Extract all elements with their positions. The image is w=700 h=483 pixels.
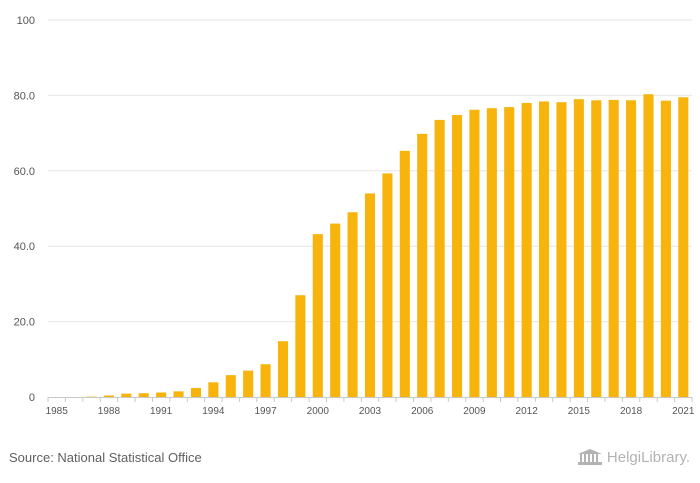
bar-1995[interactable] [225,375,236,397]
y-tick-label: 60.0 [14,166,35,178]
bar-2003[interactable] [364,193,376,397]
x-tick-label: 2015 [568,406,591,417]
bar-2020[interactable] [660,100,671,397]
bar-2005[interactable] [399,150,410,397]
bar-2011[interactable] [504,107,515,397]
bar-2012[interactable] [521,102,532,397]
brand-name: HelgiLibrary. [606,448,690,466]
bar-1993[interactable] [190,387,201,397]
bar-1996[interactable] [243,370,254,397]
bar-2021[interactable] [678,97,689,397]
bar-2007[interactable] [434,119,445,397]
bar-2001[interactable] [330,223,341,397]
bar-chart: 0 20.0 40.0 60.0 80.0 100 1985 1988 1991 1994 199… [14,15,695,417]
bar-2000[interactable] [312,234,323,397]
brand-logo: HelgiLibrary. [577,448,690,466]
y-tick-label: 80.0 [14,90,35,102]
x-tick-label: 2018 [620,406,643,417]
y-tick-label: 40.0 [14,241,35,253]
bar-2013[interactable] [539,101,550,397]
bar-2006[interactable] [417,133,428,397]
bar-2018[interactable] [626,100,637,398]
bar-1997[interactable] [260,364,271,397]
bar-series [86,94,689,398]
x-tick-label: 2012 [516,406,539,417]
x-tick-label: 1991 [150,406,173,417]
bar-2014[interactable] [556,102,567,397]
x-tick-label: 1985 [46,406,69,417]
source-note: Source: National Statistical Office [9,450,202,465]
bar-1994[interactable] [208,382,219,397]
library-building-icon [577,449,602,465]
bar-1988[interactable] [103,395,114,397]
bar-1998[interactable] [277,341,289,397]
bar-2004[interactable] [382,173,393,397]
y-tick-label: 0 [29,392,35,404]
bar-2016[interactable] [591,100,602,398]
bar-2017[interactable] [608,99,619,397]
x-tick-label: 2021 [672,406,695,417]
gridlines [48,19,692,323]
bar-1991[interactable] [156,392,167,397]
x-axis: 1985 1988 1991 1994 1997 2000 2003 2006 2009 2012… [46,397,695,417]
bar-2008[interactable] [451,115,463,397]
x-tick-label: 1994 [202,406,225,417]
x-tick-label: 2000 [307,406,330,417]
bar-1992[interactable] [173,391,184,397]
bar-2009[interactable] [469,109,480,397]
x-tick-label: 2006 [411,406,434,417]
bar-1999[interactable] [295,295,306,397]
x-tick-label: 2009 [463,406,486,417]
y-tick-label: 20.0 [14,317,35,329]
x-tick-label: 1997 [254,406,277,417]
y-tick-label: 100 [17,15,35,27]
y-axis-ticks: 0 20.0 40.0 60.0 80.0 100 [14,15,35,404]
bar-2002[interactable] [347,212,358,397]
bar-1990[interactable] [138,393,149,397]
bar-1989[interactable] [121,393,132,397]
bar-2019[interactable] [643,94,654,398]
x-tick-label: 1988 [98,406,121,417]
x-tick-label: 2003 [359,406,382,417]
bar-2015[interactable] [573,99,584,398]
bar-2010[interactable] [486,108,497,397]
